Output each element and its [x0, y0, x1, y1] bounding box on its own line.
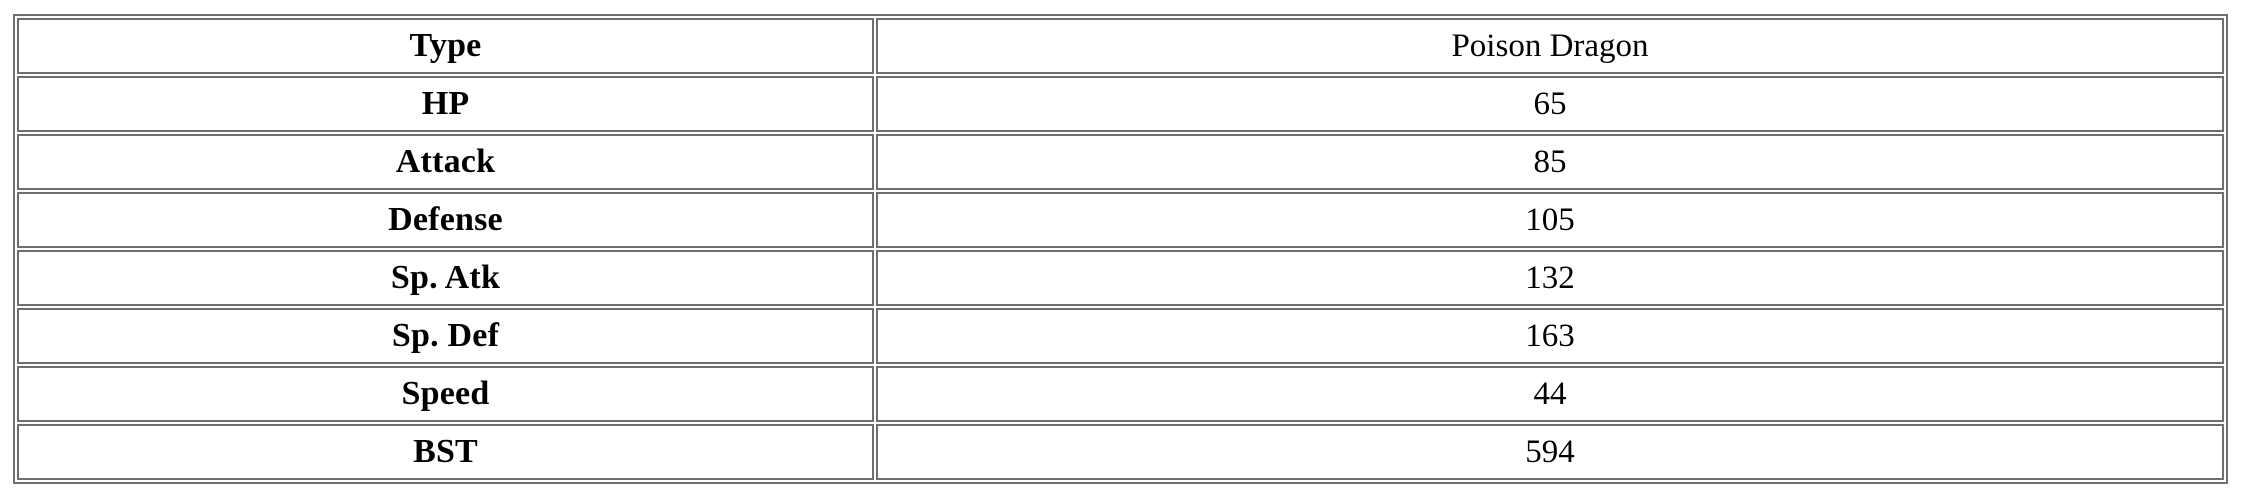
table-row: BST 594	[17, 424, 2224, 480]
stat-value-sp-atk: 132	[876, 250, 2224, 306]
table-row: Speed 44	[17, 366, 2224, 422]
stat-label-type: Type	[17, 18, 874, 74]
pokemon-stats-table: Type Poison Dragon HP 65 Attack 85 Defen…	[13, 14, 2228, 484]
stat-label-sp-atk: Sp. Atk	[17, 250, 874, 306]
stat-label-attack: Attack	[17, 134, 874, 190]
stat-value-type: Poison Dragon	[876, 18, 2224, 74]
stat-value-speed: 44	[876, 366, 2224, 422]
stat-label-sp-def: Sp. Def	[17, 308, 874, 364]
table-row: Sp. Def 163	[17, 308, 2224, 364]
stat-value-hp: 65	[876, 76, 2224, 132]
stat-label-defense: Defense	[17, 192, 874, 248]
table-row: Defense 105	[17, 192, 2224, 248]
table-row: Attack 85	[17, 134, 2224, 190]
stat-value-attack: 85	[876, 134, 2224, 190]
table-row: Type Poison Dragon	[17, 18, 2224, 74]
stat-value-sp-def: 163	[876, 308, 2224, 364]
stat-label-bst: BST	[17, 424, 874, 480]
stat-value-defense: 105	[876, 192, 2224, 248]
stats-table-body: Type Poison Dragon HP 65 Attack 85 Defen…	[17, 18, 2224, 480]
stat-label-hp: HP	[17, 76, 874, 132]
stat-label-speed: Speed	[17, 366, 874, 422]
stat-value-bst: 594	[876, 424, 2224, 480]
table-row: Sp. Atk 132	[17, 250, 2224, 306]
table-row: HP 65	[17, 76, 2224, 132]
